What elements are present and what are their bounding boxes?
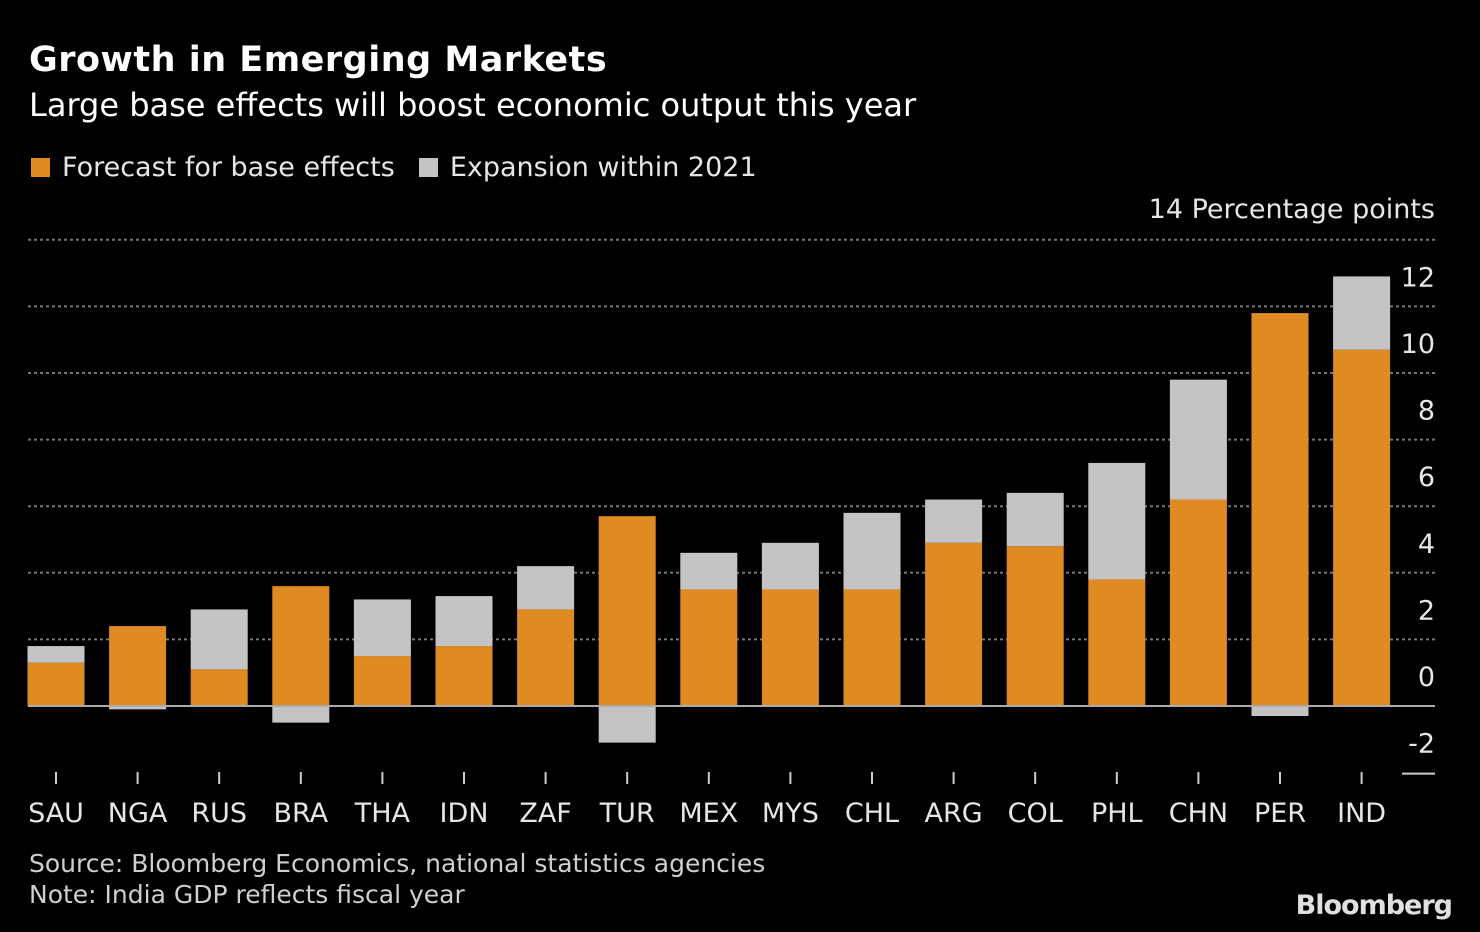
- y-tick-label: 2: [1418, 595, 1435, 626]
- y-tick-label: 8: [1418, 396, 1435, 427]
- bar-expansion: [680, 552, 738, 590]
- bar-base-effects: [109, 626, 167, 706]
- bar-base-effects: [1088, 579, 1146, 706]
- x-tick-label: TUR: [599, 798, 655, 829]
- x-tick-label: PHL: [1091, 798, 1143, 829]
- x-tick-label: THA: [354, 798, 411, 829]
- bar-expansion: [109, 706, 167, 710]
- bar-base-effects: [1169, 499, 1227, 706]
- x-tick-label: MEX: [679, 798, 738, 829]
- bar-expansion: [1088, 462, 1146, 580]
- bar-expansion: [190, 609, 248, 670]
- source-note: Source: Bloomberg Economics, national st…: [29, 849, 766, 878]
- y-tick-label: 0: [1418, 662, 1435, 693]
- bar-base-effects: [353, 656, 411, 706]
- bar-base-effects: [680, 589, 738, 706]
- x-tick-label: RUS: [191, 798, 247, 829]
- x-tick-label: NGA: [108, 798, 168, 829]
- bar-base-effects: [1006, 546, 1064, 706]
- y-axis-unit: 14 Percentage points: [1148, 194, 1435, 225]
- legend-label: Expansion within 2021: [449, 152, 757, 183]
- y-tick-label: 10: [1401, 329, 1435, 360]
- legend-swatch-gray: [418, 158, 438, 177]
- chart-title: Growth in Emerging Markets: [29, 40, 608, 80]
- x-tick-label: CHN: [1169, 798, 1228, 829]
- bar-base-effects: [435, 646, 493, 706]
- legend-swatch-orange: [31, 158, 50, 177]
- bar-expansion: [353, 599, 411, 657]
- bar-base-effects: [1251, 313, 1309, 706]
- bar-expansion: [27, 646, 85, 663]
- x-tick-label: COL: [1008, 798, 1063, 829]
- x-tick-label: BRA: [273, 798, 328, 829]
- x-tick-label: CHL: [845, 798, 899, 829]
- x-tick-label: ZAF: [519, 798, 572, 829]
- bar-expansion: [435, 596, 493, 647]
- bar-expansion: [598, 706, 656, 743]
- bloomberg-logo: Bloomberg: [1295, 890, 1453, 921]
- bar-expansion: [761, 542, 819, 590]
- footer: Source: Bloomberg Economics, national st…: [29, 848, 765, 910]
- y-tick-label: 12: [1401, 262, 1435, 293]
- legend-item-base-effects: Forecast for base effects: [31, 152, 395, 183]
- bar-expansion: [1333, 276, 1391, 350]
- x-tick-label: SAU: [28, 798, 84, 829]
- bar-base-effects: [761, 589, 819, 706]
- bar-expansion: [272, 706, 330, 723]
- y-tick-label: 4: [1418, 529, 1435, 560]
- bar-base-effects: [843, 589, 901, 706]
- x-tick-label: ARG: [925, 798, 983, 829]
- x-tick-label: MYS: [762, 798, 819, 829]
- bar-expansion: [843, 512, 901, 590]
- bar-expansion: [1006, 492, 1064, 547]
- bar-base-effects: [190, 669, 248, 706]
- bar-base-effects: [27, 662, 85, 706]
- legend-label: Forecast for base effects: [62, 152, 395, 183]
- x-tick-label: PER: [1254, 798, 1306, 829]
- bar-base-effects: [598, 516, 656, 706]
- legend-item-expansion: Expansion within 2021: [418, 152, 757, 183]
- bar-base-effects: [517, 609, 575, 706]
- fiscal-note: Note: India GDP reflects fiscal year: [29, 880, 465, 909]
- bar-expansion: [517, 566, 575, 610]
- y-tick-label: 6: [1418, 462, 1435, 493]
- y-axis-label: Percentage points: [1191, 194, 1435, 225]
- x-tick-label: IDN: [440, 798, 489, 829]
- bar-expansion: [925, 499, 983, 543]
- bar-expansion: [1251, 706, 1309, 716]
- chart-subtitle: Large base effects will boost economic o…: [29, 86, 917, 124]
- bar-base-effects: [1333, 349, 1391, 706]
- x-tick-label: IND: [1337, 798, 1386, 829]
- bar-base-effects: [272, 586, 330, 706]
- legend: Forecast for base effects Expansion with…: [31, 152, 781, 183]
- bar-expansion: [1169, 379, 1227, 500]
- y-tick-label: -2: [1408, 729, 1435, 760]
- bar-base-effects: [925, 542, 983, 706]
